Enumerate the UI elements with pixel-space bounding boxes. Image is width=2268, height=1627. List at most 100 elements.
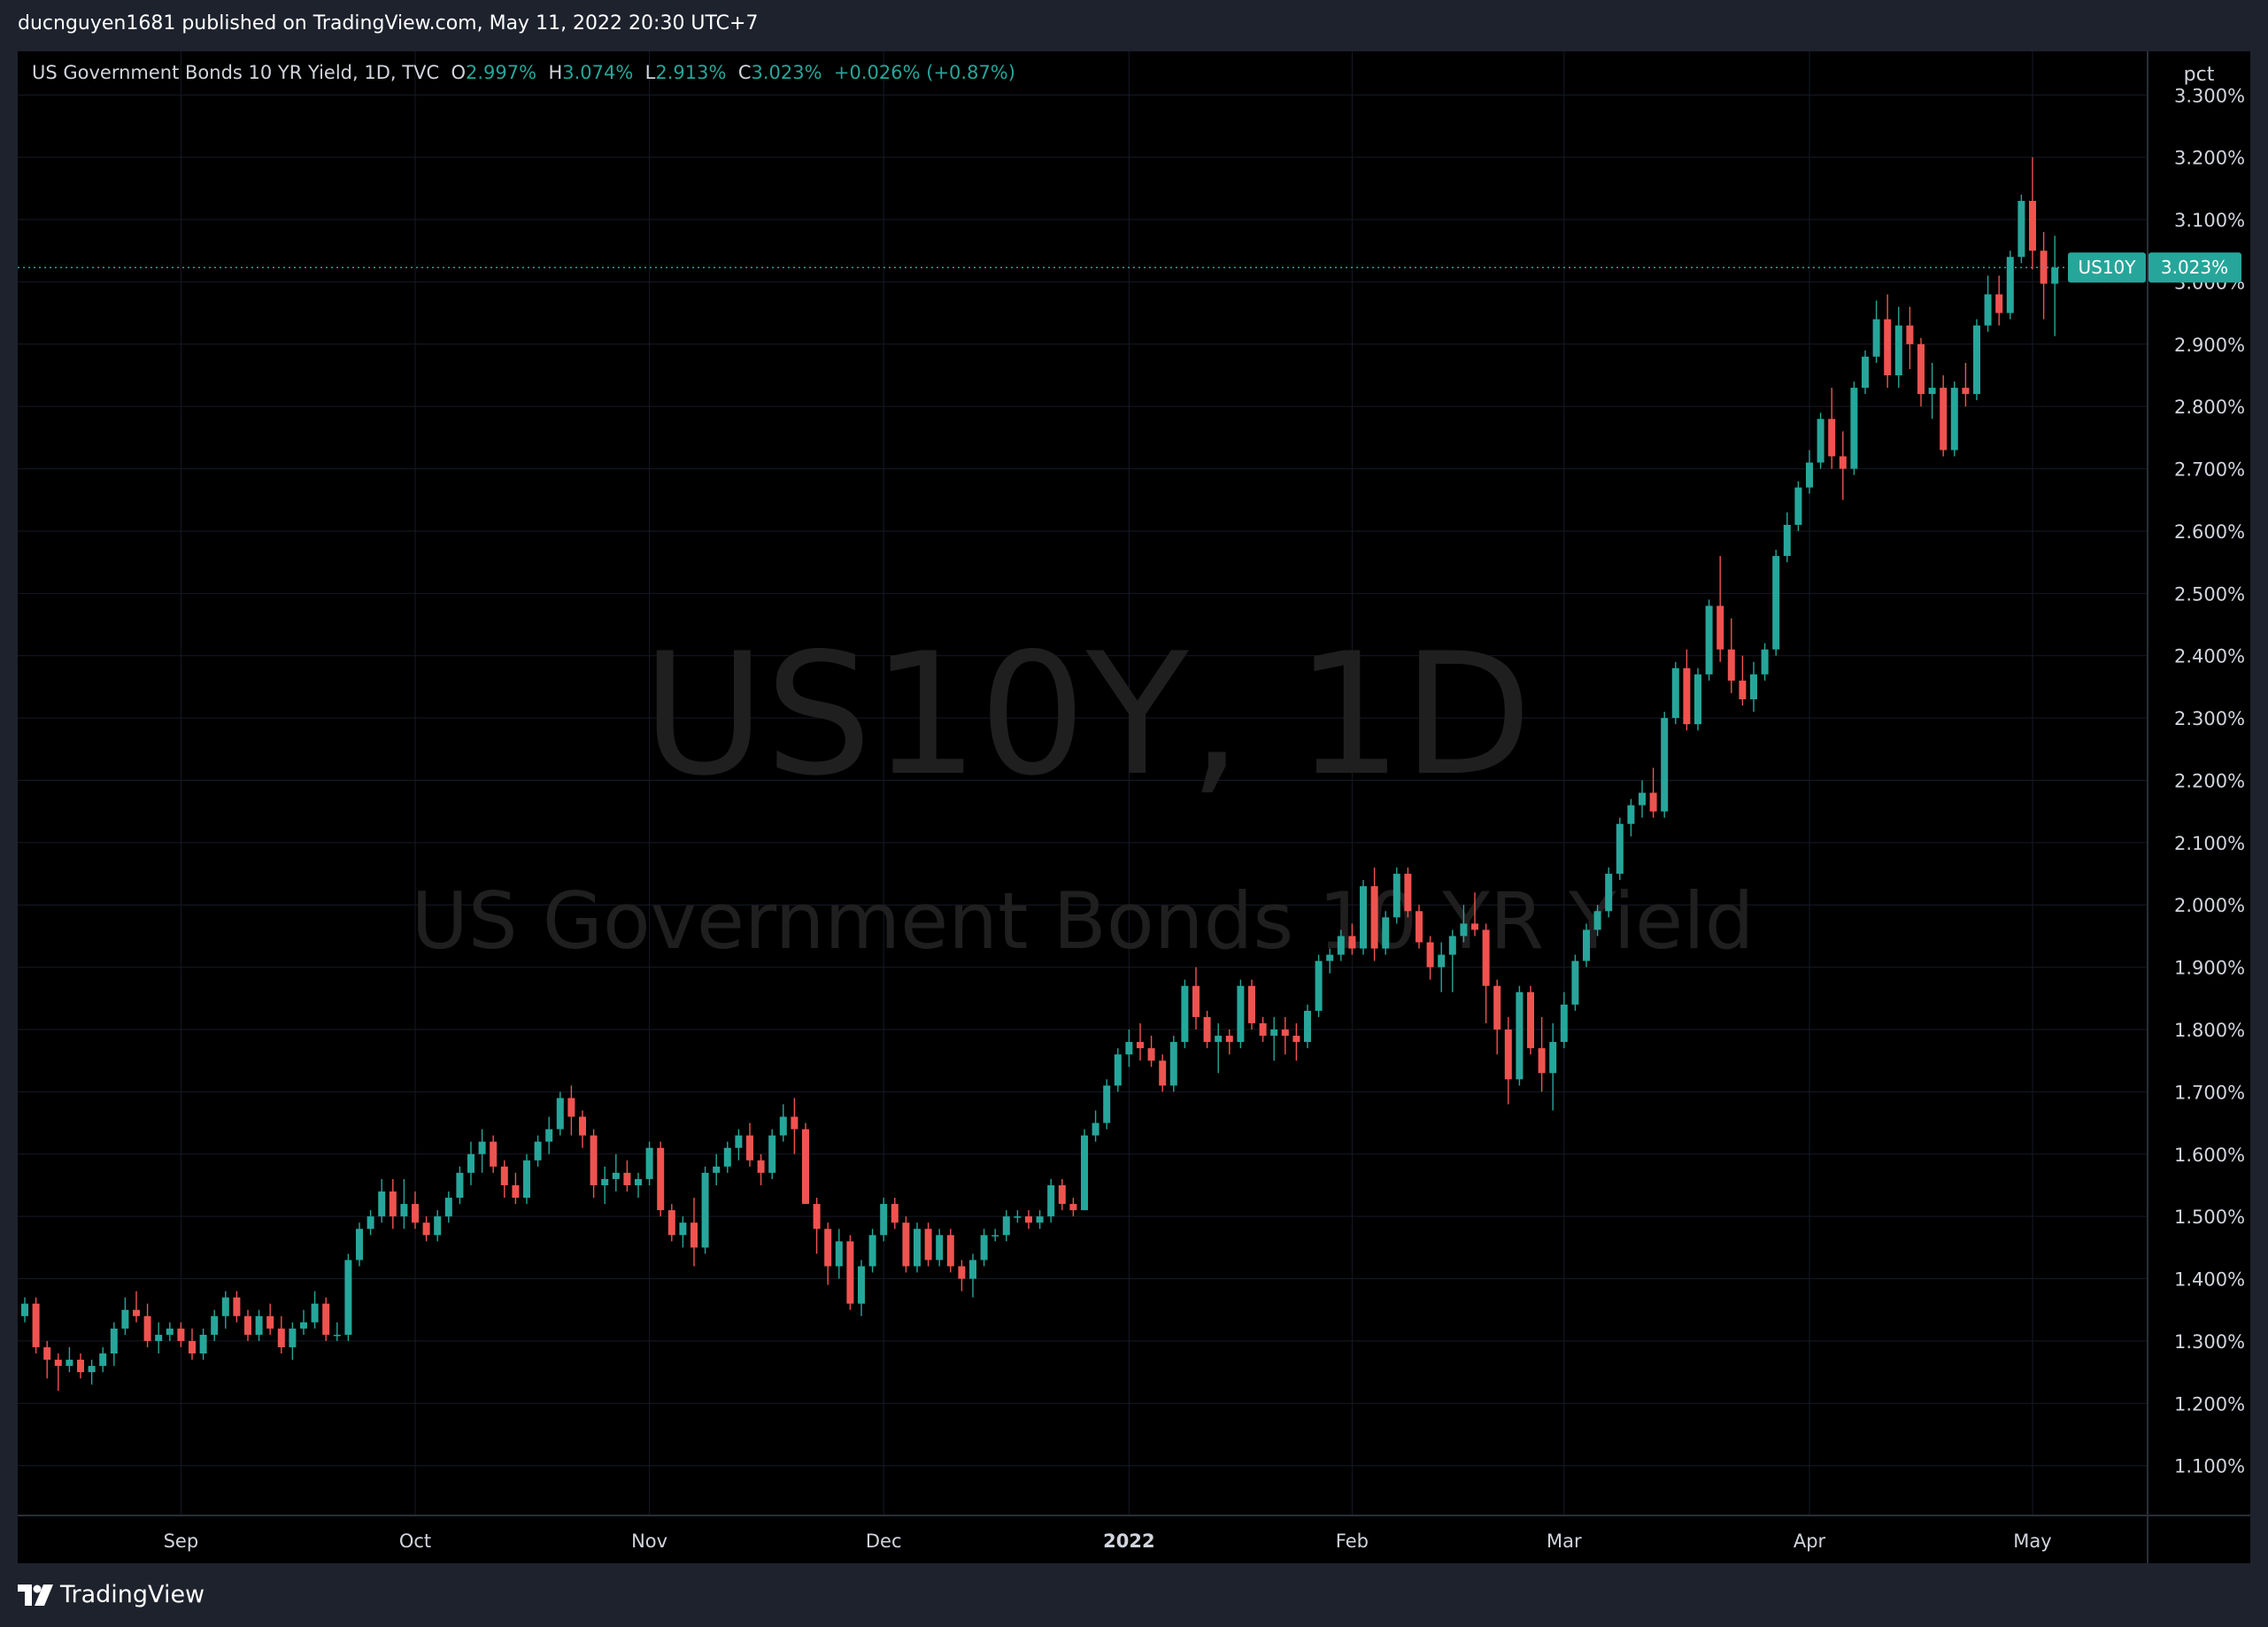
candle[interactable]	[667, 1204, 675, 1242]
candle[interactable]	[1025, 1210, 1032, 1230]
candle[interactable]	[1248, 979, 1255, 1030]
candle[interactable]	[478, 1129, 486, 1173]
candle[interactable]	[523, 1153, 530, 1205]
candle[interactable]	[1448, 929, 1456, 992]
candle[interactable]	[2029, 157, 2036, 270]
candle[interactable]	[177, 1322, 185, 1347]
candle[interactable]	[422, 1216, 430, 1242]
candle[interactable]	[1137, 1022, 1144, 1061]
candle[interactable]	[914, 1222, 921, 1273]
candle[interactable]	[1560, 991, 1568, 1049]
candle[interactable]	[1739, 655, 1747, 706]
candle[interactable]	[88, 1360, 96, 1385]
candle[interactable]	[1716, 556, 1724, 662]
candle[interactable]	[1694, 667, 1701, 731]
candle[interactable]	[456, 1166, 464, 1205]
candle[interactable]	[512, 1172, 520, 1205]
candle[interactable]	[2006, 251, 2014, 320]
candle[interactable]	[233, 1291, 241, 1322]
candle[interactable]	[601, 1166, 609, 1205]
candle[interactable]	[1493, 979, 1501, 1055]
candle[interactable]	[467, 1141, 474, 1185]
candle[interactable]	[902, 1216, 910, 1273]
candle[interactable]	[1917, 337, 1925, 407]
price-scale-unit[interactable]: pct	[2184, 64, 2215, 86]
candle[interactable]	[824, 1222, 832, 1285]
candle[interactable]	[701, 1166, 709, 1254]
candle[interactable]	[1203, 1010, 1211, 1049]
candle[interactable]	[1416, 905, 1423, 949]
candle[interactable]	[1159, 1054, 1167, 1092]
candle[interactable]	[1270, 1016, 1278, 1061]
candle[interactable]	[1995, 275, 2003, 326]
candle[interactable]	[1894, 306, 1902, 389]
candle[interactable]	[21, 1297, 28, 1322]
candle[interactable]	[1058, 1178, 1066, 1211]
candle[interactable]	[333, 1322, 341, 1341]
candle[interactable]	[1683, 649, 1691, 731]
candle[interactable]	[768, 1129, 776, 1179]
candle[interactable]	[166, 1322, 174, 1341]
candle[interactable]	[1237, 979, 1245, 1049]
candle[interactable]	[221, 1291, 229, 1329]
candle[interactable]	[1438, 942, 1446, 992]
candle[interactable]	[1772, 550, 1780, 656]
candle[interactable]	[1014, 1210, 1022, 1223]
price-scale[interactable]: 1.100% 1.200% 1.300% 1.400% 1.500% 1.600% 1.70…	[2174, 85, 2245, 1477]
candle[interactable]	[378, 1178, 386, 1223]
candle[interactable]	[590, 1129, 598, 1199]
candle[interactable]	[723, 1141, 731, 1173]
candle[interactable]	[1337, 929, 1345, 961]
candle[interactable]	[1605, 867, 1613, 918]
candle[interactable]	[556, 1091, 564, 1136]
candle[interactable]	[1616, 817, 1624, 881]
candle[interactable]	[344, 1253, 352, 1341]
candle[interactable]	[1862, 350, 1869, 395]
candle[interactable]	[66, 1346, 73, 1373]
candle[interactable]	[1281, 1016, 1289, 1055]
candle[interactable]	[1649, 767, 1657, 818]
candle[interactable]	[500, 1160, 508, 1199]
candle[interactable]	[1906, 306, 1914, 369]
candle[interactable]	[2040, 232, 2048, 320]
candle[interactable]	[1839, 431, 1847, 500]
candle[interactable]	[757, 1153, 765, 1185]
candle[interactable]	[266, 1303, 274, 1335]
candle[interactable]	[1549, 1022, 1557, 1111]
candles-layer[interactable]	[21, 157, 2059, 1392]
candle[interactable]	[43, 1340, 51, 1379]
candle[interactable]	[779, 1104, 787, 1142]
candle[interactable]	[1806, 450, 1813, 494]
candle[interactable]	[1794, 481, 1802, 531]
candle[interactable]	[255, 1309, 263, 1341]
candle[interactable]	[389, 1178, 397, 1230]
candle[interactable]	[211, 1309, 219, 1341]
candle[interactable]	[412, 1191, 419, 1230]
candle[interactable]	[690, 1198, 698, 1267]
candle[interactable]	[545, 1116, 553, 1154]
candle[interactable]	[1315, 954, 1323, 1017]
candle[interactable]	[1639, 780, 1646, 818]
candle[interactable]	[133, 1291, 140, 1322]
candle[interactable]	[1471, 892, 1478, 937]
candle[interactable]	[835, 1229, 843, 1279]
candle[interactable]	[1081, 1129, 1088, 1211]
candle[interactable]	[434, 1210, 442, 1242]
candle[interactable]	[1783, 512, 1791, 563]
candle[interactable]	[868, 1229, 876, 1273]
candle[interactable]	[645, 1141, 653, 1185]
candle[interactable]	[1292, 1022, 1300, 1061]
candle[interactable]	[356, 1222, 363, 1267]
candle[interactable]	[300, 1309, 307, 1335]
candle[interactable]	[713, 1153, 721, 1185]
candle[interactable]	[1727, 618, 1735, 693]
candle[interactable]	[1950, 382, 1958, 457]
candle[interactable]	[1593, 905, 1601, 937]
candle[interactable]	[746, 1122, 753, 1167]
candle[interactable]	[958, 1260, 966, 1292]
candle[interactable]	[1504, 1016, 1512, 1105]
candle[interactable]	[77, 1353, 84, 1379]
candle[interactable]	[657, 1141, 665, 1217]
candle[interactable]	[1850, 382, 1858, 475]
chart-frame[interactable]: US10Y, 1D US Government Bonds 10 YR Yiel…	[18, 51, 2250, 1563]
